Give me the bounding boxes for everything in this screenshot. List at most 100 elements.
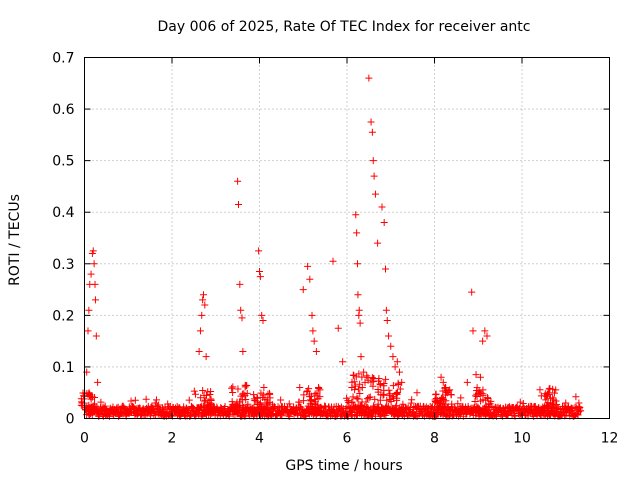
data-point [542,392,550,400]
data-point [353,394,361,402]
data-point [369,402,377,410]
data-point [261,395,269,403]
data-point [84,327,92,335]
data-point [312,347,320,355]
x-tick-label: 8 [430,431,439,447]
data-point [255,404,263,412]
data-point [385,391,393,399]
data-point [382,405,390,413]
data-point [87,270,95,278]
data-point [199,296,207,304]
x-tick-labels: 0 2 4 6 8 10 12 [80,431,618,447]
data-point [389,382,397,390]
data-point [321,402,329,410]
data-point [357,353,365,361]
data-point [127,397,135,405]
data-point [378,203,386,211]
data-point [483,394,491,402]
data-point [380,379,388,387]
y-tick-label: 0.1 [52,360,74,376]
data-point [577,407,585,415]
data-point [92,332,100,340]
data-point [299,286,307,294]
data-point [380,219,388,227]
data-point [361,403,369,411]
data-point [441,384,449,392]
data-point [550,389,558,397]
data-point [155,401,163,409]
data-point [255,247,263,255]
data-point [236,280,244,288]
grid-lines [84,57,610,419]
chart-title: Day 006 of 2025, Rate Of TEC Index for r… [157,19,530,35]
data-point [486,400,494,408]
data-point [195,347,203,355]
data-point [349,371,357,379]
data-point [549,385,557,393]
data-point [239,347,247,355]
data-point [479,337,487,345]
data-point [555,404,563,412]
data-point [376,380,384,388]
data-point [260,384,268,392]
y-tick-label: 0.5 [52,154,74,170]
data-point [572,393,580,401]
data-point [243,389,251,397]
data-point [385,332,393,340]
data-point [366,393,374,401]
data-point [379,391,387,399]
data-point [432,408,440,416]
data-point [360,368,368,376]
data-point [475,389,483,397]
data-point [176,404,184,412]
data-point [383,317,391,325]
data-point [242,408,250,416]
data-point [234,385,242,393]
data-point [242,396,250,404]
data-point [306,390,314,398]
data-point [552,397,560,405]
data-point [393,358,401,366]
data-point [264,399,272,407]
data-point [432,395,440,403]
data-point [228,398,236,406]
y-tick-label: 0.2 [52,308,74,324]
data-point [329,257,337,265]
y-tick-label: 0.3 [52,257,74,273]
data-point [197,394,205,402]
data-point [482,402,490,410]
data-point [382,375,390,383]
data-point [199,387,207,395]
data-point [365,394,373,402]
data-point [548,406,556,414]
data-point [396,385,404,393]
data-point [285,400,293,408]
data-point [264,406,272,414]
data-point [306,275,314,283]
data-point [190,387,198,395]
data-point [382,306,390,314]
data-point [389,353,397,361]
x-tick-label: 2 [168,431,177,447]
data-point [393,396,401,404]
data-point [362,398,370,406]
data-point [315,384,323,392]
data-point [316,407,324,415]
data-point [481,327,489,335]
data-point [370,172,378,180]
data-point [354,260,361,268]
data-point [85,306,93,314]
data-point [432,391,440,399]
data-point [353,229,361,237]
data-point [356,319,364,327]
data-point [441,409,449,417]
data-point [308,311,316,319]
data-point [348,383,356,391]
data-point [94,378,102,386]
data-point [371,395,379,403]
data-point [472,371,480,379]
data-point [256,273,264,281]
data-point [484,407,492,415]
data-point [309,327,317,335]
data-point [334,324,342,332]
